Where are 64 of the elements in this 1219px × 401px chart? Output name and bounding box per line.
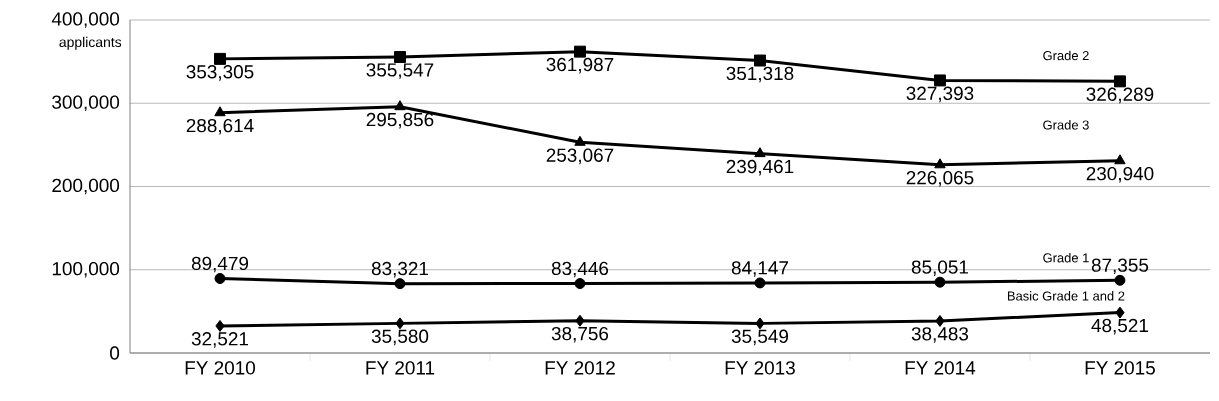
point [753, 54, 766, 67]
data-label: 35,580 [371, 329, 429, 346]
y-tick-label: 300,000 [52, 95, 120, 112]
data-label: 351,318 [726, 66, 794, 83]
point [215, 319, 225, 332]
point [214, 52, 226, 65]
point [394, 100, 406, 111]
point [755, 317, 765, 330]
data-label: 38,756 [551, 326, 609, 343]
data-label: 327,393 [906, 86, 974, 103]
data-label: 83,446 [551, 261, 609, 278]
data-label: 35,549 [731, 329, 789, 346]
point [574, 45, 586, 58]
point [1115, 306, 1125, 319]
text: Grade 3 [1043, 120, 1089, 130]
x-tick-label: FY 2013 [725, 361, 795, 375]
data-label: 253,067 [546, 148, 614, 165]
data-label: 85,051 [911, 260, 968, 277]
point [934, 276, 946, 288]
data-label: 48,521 [1091, 318, 1148, 335]
data-label: 295,856 [366, 112, 434, 129]
point [214, 273, 226, 284]
point [754, 277, 766, 289]
point [575, 314, 585, 327]
series-label: Basic Grade 1 and 2 [1007, 291, 1125, 301]
data-label: 230,940 [1086, 166, 1154, 183]
point [1113, 75, 1126, 88]
x-tick-label: FY 2010 [185, 361, 256, 375]
data-label: 87,355 [1091, 258, 1149, 275]
point [754, 147, 766, 158]
x-tick-label: FY 2015 [1085, 361, 1155, 375]
point [933, 74, 946, 87]
data-label: 83,321 [371, 261, 428, 278]
x-tick-label: FY 2014 [905, 361, 976, 375]
point [935, 314, 945, 327]
point [214, 106, 226, 117]
point [934, 158, 946, 169]
point [1114, 154, 1126, 165]
y-axis-title: applicants [59, 36, 122, 50]
data-label: 32,521 [191, 332, 248, 348]
point [394, 51, 406, 63]
data-label: 353,305 [186, 65, 254, 81]
point [395, 317, 405, 330]
x-tick-label: FY 2011 [366, 361, 435, 375]
data-label: 361,987 [546, 57, 614, 74]
y-tick-label: 0 [110, 346, 120, 360]
data-label: 84,147 [731, 261, 788, 277]
data-label: 326,289 [1086, 87, 1154, 104]
point [574, 278, 586, 290]
data-label: 239,461 [726, 159, 794, 176]
data-label: 288,614 [186, 118, 254, 135]
y-tick-label: 400,000 [51, 12, 120, 28]
data-label: 226,065 [906, 170, 974, 187]
y-tick-label: 100,000 [52, 261, 120, 278]
data-label: 89,479 [191, 256, 249, 273]
data-label: 38,483 [911, 327, 969, 343]
data-label: 355,547 [366, 63, 434, 79]
point [574, 135, 586, 146]
point [1114, 274, 1126, 286]
series-label: Grade 1 [1043, 252, 1089, 263]
series-label: Grade 2 [1043, 50, 1089, 61]
y-tick-label: 200,000 [52, 178, 120, 195]
x-tick-label: FY 2012 [545, 361, 615, 375]
point [394, 278, 406, 290]
